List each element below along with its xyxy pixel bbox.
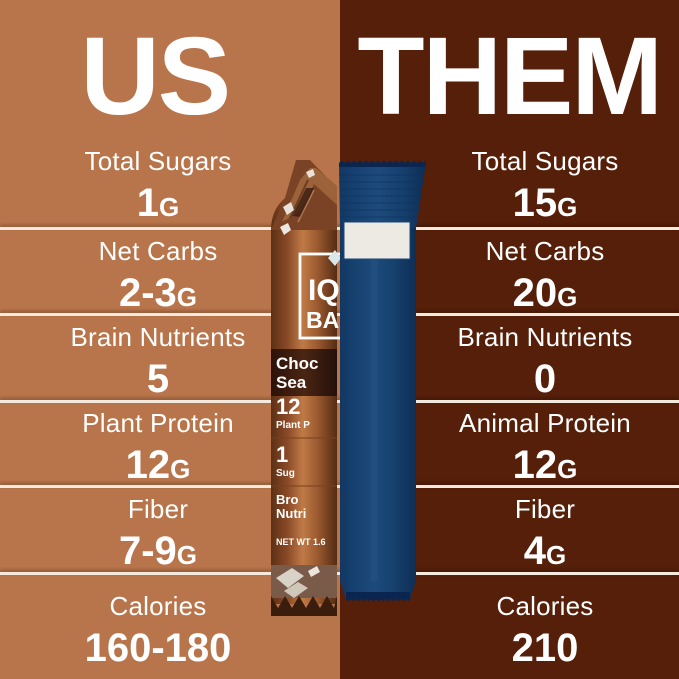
svg-text:Sug: Sug — [276, 468, 295, 479]
svg-text:Plant P: Plant P — [276, 420, 310, 431]
svg-text:12: 12 — [276, 394, 300, 419]
svg-text:Bro: Bro — [276, 492, 298, 507]
svg-text:Nutri: Nutri — [276, 506, 306, 521]
svg-text:BA: BA — [306, 307, 339, 333]
svg-text:IQ: IQ — [308, 274, 340, 307]
svg-text:NET WT 1.6: NET WT 1.6 — [276, 537, 326, 547]
svg-text:Choc: Choc — [276, 354, 319, 373]
svg-text:Sea: Sea — [276, 373, 307, 392]
svg-text:1: 1 — [276, 442, 288, 467]
